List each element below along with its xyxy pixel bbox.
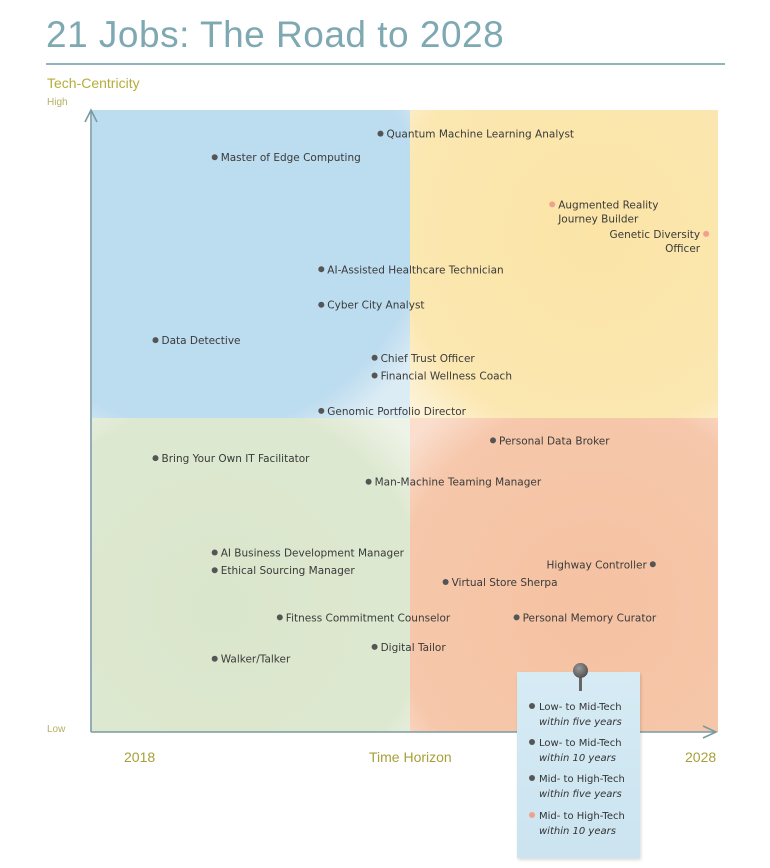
title-divider — [46, 63, 725, 65]
points-layer: Quantum Machine Learning Analyst Master o… — [152, 129, 710, 666]
data-point — [442, 579, 449, 585]
legend-line1: Mid- to High-Tech — [539, 774, 625, 785]
data-point — [549, 201, 556, 208]
legend-swatch — [529, 812, 535, 818]
data-label: Financial Wellness Coach — [381, 371, 512, 383]
pushpin-icon — [573, 663, 588, 678]
page-title: 21 Jobs: The Road to 2028 — [46, 14, 505, 55]
x-tick-2028: 2028 — [685, 749, 717, 765]
quadrant-top-left — [92, 110, 412, 420]
data-point — [211, 549, 218, 556]
legend-note — [517, 672, 640, 858]
y-axis-label: Tech-Centricity — [47, 75, 140, 91]
legend-item: Mid- to High-Tech within five years — [529, 772, 625, 802]
legend-item: Mid- to High-Tech within 10 years — [529, 809, 625, 839]
quadrant-top-right — [410, 110, 718, 420]
legend-swatch — [529, 739, 535, 745]
data-point — [211, 567, 218, 574]
legend-swatch — [529, 703, 535, 709]
data-label: Genetic Diversity Officer — [610, 229, 701, 255]
data-label: Bring Your Own IT Facilitator — [162, 453, 311, 465]
data-point — [318, 301, 325, 308]
data-label: Walker/Talker — [221, 654, 291, 666]
data-label: Personal Memory Curator — [523, 612, 657, 624]
data-point — [513, 614, 520, 621]
data-point — [211, 655, 218, 662]
data-label: Chief Trust Officer — [381, 353, 476, 365]
data-label: Augmented Reality Journey Builder — [557, 199, 658, 225]
legend-line1: Low- to Mid-Tech — [539, 702, 622, 713]
y-tick-high: High — [47, 97, 68, 108]
y-tick-low: Low — [47, 724, 66, 735]
data-label: Data Detective — [162, 335, 241, 347]
pin-stem — [579, 677, 582, 691]
data-point — [371, 372, 378, 379]
data-label: Genomic Portfolio Director — [327, 406, 466, 418]
data-point — [703, 230, 710, 237]
data-label: Master of Edge Computing — [221, 152, 361, 164]
legend-swatch — [529, 775, 535, 781]
data-label: Fitness Commitment Counselor — [286, 612, 451, 624]
data-label: Virtual Store Sherpa — [452, 577, 558, 589]
data-point — [318, 266, 325, 273]
data-label: Quantum Machine Learning Analyst — [387, 129, 575, 141]
x-axis-arrow — [702, 725, 718, 739]
data-label: Ethical Sourcing Manager — [221, 565, 356, 577]
data-point — [211, 154, 218, 161]
data-point — [377, 130, 384, 137]
legend-line1: Mid- to High-Tech — [539, 811, 625, 822]
data-label: Digital Tailor — [381, 642, 447, 654]
legend-line2: within five years — [539, 717, 622, 728]
quadrant-bottom-left — [92, 418, 412, 732]
legend-line1: Low- to Mid-Tech — [539, 738, 622, 749]
data-label: AI-Assisted Healthcare Technician — [327, 264, 503, 276]
y-axis-arrow — [84, 108, 98, 123]
legend-item: Low- to Mid-Tech within 10 years — [529, 736, 622, 766]
legend-line2: within 10 years — [539, 753, 616, 764]
x-axis-label: Time Horizon — [369, 749, 452, 765]
data-point — [490, 437, 496, 444]
data-point — [276, 614, 283, 621]
data-point — [152, 455, 159, 462]
data-label: Cyber City Analyst — [327, 300, 424, 312]
data-label: Man-Machine Teaming Manager — [375, 477, 542, 489]
data-point — [371, 643, 378, 650]
legend-line2: within 10 years — [539, 826, 616, 837]
data-point — [152, 337, 159, 344]
data-label: Highway Controller — [546, 559, 647, 571]
data-label: Personal Data Broker — [499, 435, 610, 447]
data-label: AI Business Development Manager — [221, 548, 405, 560]
data-point — [318, 407, 325, 414]
data-point — [365, 478, 372, 485]
data-point — [371, 354, 378, 361]
legend-line2: within five years — [539, 789, 622, 800]
x-tick-2018: 2018 — [124, 749, 156, 765]
legend-item: Low- to Mid-Tech within five years — [529, 700, 622, 730]
data-point — [649, 561, 656, 568]
